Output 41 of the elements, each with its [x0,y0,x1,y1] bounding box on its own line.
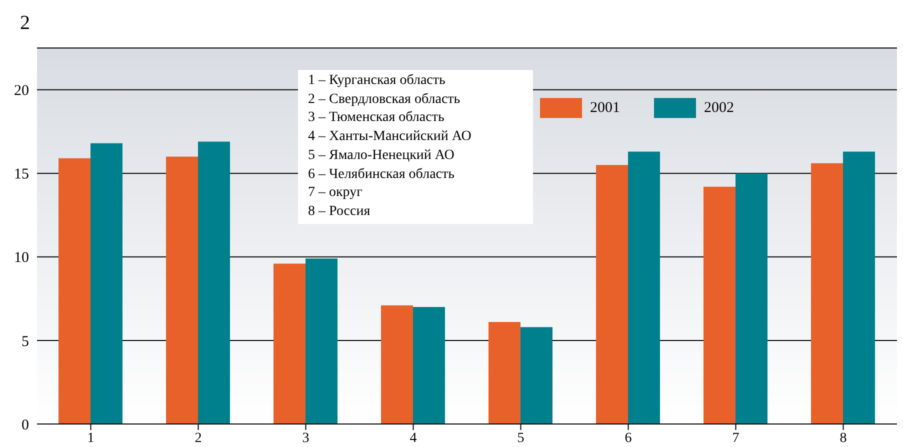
y-tick-label: 0 [22,417,29,434]
x-tick-label: 2 [194,430,202,446]
annotation: 5 – Ямало-Ненецкий АО [308,146,456,165]
bar [811,163,843,424]
x-tick-label: 4 [410,430,417,446]
chart-title: 2 [20,12,30,35]
bar [628,152,660,424]
bar [58,158,90,424]
annotation: 4 – Ханты-Мансийский АО [308,128,472,146]
legend: 2001 2002 [540,98,734,118]
x-tick-label: 3 [302,430,310,446]
x-tick-label: 1 [87,430,94,446]
bar [736,173,768,424]
bar [274,264,306,424]
x-tick-label: 6 [624,430,632,446]
y-tick-label: 20 [14,83,29,100]
bar [381,305,413,424]
bar [843,152,875,424]
y-tick-label: 10 [14,250,29,266]
annotation: 1 – Курганская область [308,72,446,90]
annotation: 7 – округ [308,184,364,202]
annotation: 2 – Свердловская область [308,90,462,109]
annotation: 8 – Россия [308,202,372,221]
bar [520,327,552,424]
bar [488,322,520,424]
y-tick-label: 15 [14,166,29,183]
bar [306,258,338,424]
y-tick-label: 5 [22,334,29,350]
bar [596,164,628,424]
x-tick-label: 7 [732,430,740,446]
bar [198,142,230,424]
bar [704,186,736,424]
bar [90,143,122,424]
legend-label: 2001 [590,100,620,116]
annotation: 6 – Челябинская область [308,166,456,184]
x-tick-label: 8 [840,430,847,446]
legend-label: 2002 [704,100,734,116]
bar [166,156,198,424]
bar [413,307,445,424]
annotation: 3 – Тюменская область [308,109,446,128]
x-tick-label: 5 [517,430,524,446]
